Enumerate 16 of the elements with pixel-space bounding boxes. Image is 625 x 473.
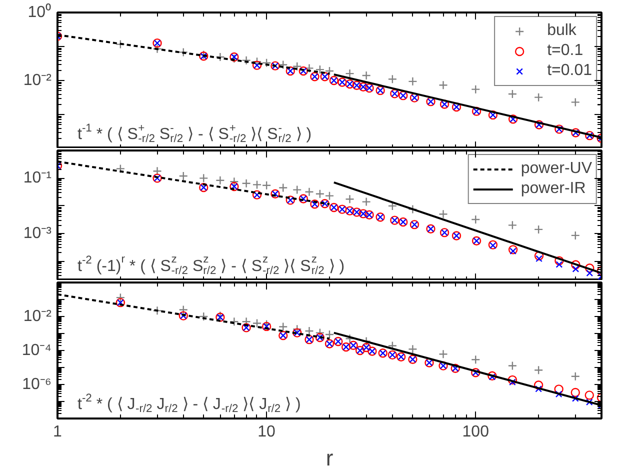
y-tick-label: 10⁻⁴ bbox=[22, 342, 52, 359]
legend-label: t=0.01 bbox=[547, 62, 592, 80]
x-tick-label: 10 bbox=[258, 424, 276, 440]
x-axis-title: r bbox=[326, 446, 334, 470]
legend-label: power-IR bbox=[520, 180, 586, 198]
x-tick-label: 100 bbox=[462, 424, 490, 440]
y-tick-label: 10⁻² bbox=[23, 308, 52, 325]
y-tick-label: 10⁻¹ bbox=[23, 170, 52, 187]
y-tick-label: 10⁻³ bbox=[23, 224, 52, 242]
legend-label: power-UV bbox=[520, 160, 592, 178]
x-tick-label: 1 bbox=[53, 424, 62, 440]
y-tick-label: 10⁰ bbox=[28, 3, 52, 21]
legend-label: bulk bbox=[547, 22, 576, 40]
y-tick-label: 10⁻² bbox=[23, 72, 52, 89]
legend-label: t=0.1 bbox=[547, 42, 584, 60]
y-tick-label: 10⁻⁶ bbox=[22, 376, 52, 393]
